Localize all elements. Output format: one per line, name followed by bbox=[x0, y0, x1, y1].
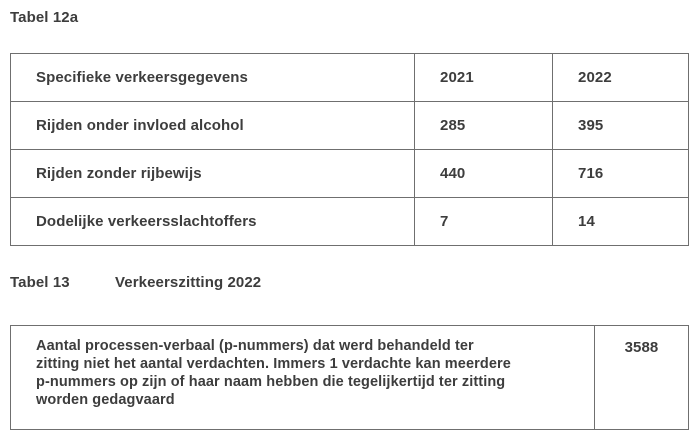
row-value-2021: 285 bbox=[414, 101, 553, 150]
table-12a-header-year-2021: 2021 bbox=[414, 53, 553, 102]
table-13-title: Tabel 13 bbox=[10, 274, 70, 291]
cell-text-line: zitting niet het aantal verdachten. Imme… bbox=[36, 356, 511, 372]
row-value-2021: 7 bbox=[414, 197, 553, 246]
table-12a-title: Tabel 12a bbox=[10, 9, 79, 26]
table-12a: Specifieke verkeersgegevens 2021 2022 Ri… bbox=[10, 53, 689, 246]
table-12a-header-row: Specifieke verkeersgegevens 2021 2022 bbox=[10, 53, 689, 102]
table-row: Rijden onder invloed alcohol 285 395 bbox=[10, 101, 689, 150]
table-row: Aantal processen-verbaal (p-nummers) dat… bbox=[10, 325, 689, 430]
table-13-subtitle: Verkeerszitting 2022 bbox=[115, 274, 262, 291]
table-row: Rijden zonder rijbewijs 440 716 bbox=[10, 149, 689, 198]
row-value: 3588 bbox=[594, 325, 689, 430]
table-row: Dodelijke verkeersslachtoffers 7 14 bbox=[10, 197, 689, 246]
row-value-2022: 395 bbox=[552, 101, 689, 150]
row-label: Aantal processen-verbaal (p-nummers) dat… bbox=[10, 325, 595, 430]
table-12a-header-year-2022: 2022 bbox=[552, 53, 689, 102]
table-13-heading: Tabel 13 Verkeerszitting 2022 bbox=[10, 275, 688, 291]
cell-text-line: worden gedagvaard bbox=[36, 392, 175, 408]
row-value-2021: 440 bbox=[414, 149, 553, 198]
table-13: Aantal processen-verbaal (p-nummers) dat… bbox=[10, 325, 689, 430]
cell-text-line: Aantal processen-verbaal (p-nummers) dat… bbox=[36, 338, 474, 354]
row-label: Rijden onder invloed alcohol bbox=[10, 101, 415, 150]
cell-text-line: p-nummers op zijn of haar naam hebben di… bbox=[36, 374, 506, 390]
row-value-2022: 716 bbox=[552, 149, 689, 198]
row-value-2022: 14 bbox=[552, 197, 689, 246]
row-label: Rijden zonder rijbewijs bbox=[10, 149, 415, 198]
row-label: Dodelijke verkeersslachtoffers bbox=[10, 197, 415, 246]
table-12a-header-label: Specifieke verkeersgegevens bbox=[10, 53, 415, 102]
